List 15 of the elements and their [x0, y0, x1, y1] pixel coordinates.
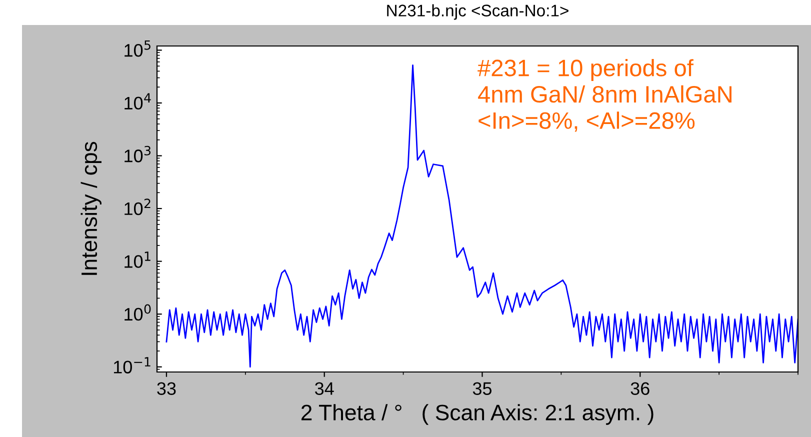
x-tick-label: 33: [157, 382, 176, 395]
chart-title: N231-b.njc <Scan-No:1>: [387, 4, 568, 20]
x-tick-label: 36: [630, 382, 650, 395]
x-axis-title: 2 Theta / ° ( Scan Axis: 2:1 asym. ): [301, 404, 654, 425]
y-tick-label: 10$^{0}$: [124, 304, 151, 321]
y-axis-title: Intensity / cps: [80, 142, 102, 275]
y-tick-label: 10$^{2}$: [124, 198, 150, 216]
annotation: #231 = 10 periods of 4nm GaN/ 8nm InAlGaN <In>=8%, <Al>=28%: [478, 59, 732, 132]
y-tick-label: 10$^{1}$: [124, 252, 150, 268]
y-tick-label: 10$^{−1}$: [114, 357, 150, 374]
y-tick-label: 10$^{3}$: [124, 146, 151, 162]
x-tick-label: 35: [472, 382, 492, 395]
y-tick-label: 10$^{4}$: [124, 93, 151, 110]
x-tick-label: 34: [315, 382, 334, 395]
y-tick-label: 10$^{5}$: [124, 40, 150, 57]
